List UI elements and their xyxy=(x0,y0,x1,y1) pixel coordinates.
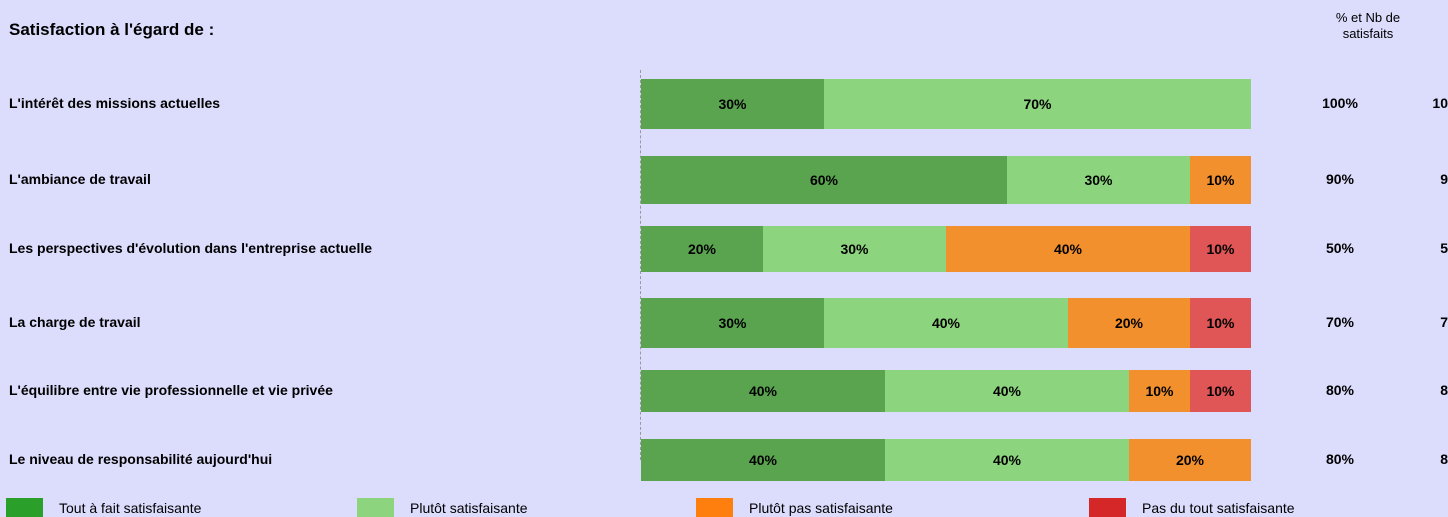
pct-satisfaits-value: 80% xyxy=(1325,382,1355,398)
legend-swatch-plutot-pas xyxy=(696,498,733,517)
bar-data-label: 40% xyxy=(749,452,778,468)
bar-segment-tout xyxy=(641,370,885,412)
bar-segment-pas-du-tout xyxy=(1190,298,1251,348)
bar-segment-pas-du-tout xyxy=(1190,226,1251,272)
bar-data-label: 20% xyxy=(1176,452,1205,468)
nb-satisfaits-value: 8 xyxy=(1440,382,1448,398)
bar-data-label: 60% xyxy=(810,172,839,188)
bar-segment-pas-du-tout xyxy=(1190,370,1251,412)
right-column-header: % et Nb de satisfaits xyxy=(1335,10,1401,41)
bar-segment-plutot xyxy=(763,226,946,272)
bar-segment-plutot-pas xyxy=(946,226,1190,272)
bar-data-label: 10% xyxy=(1206,241,1235,257)
nb-satisfaits-value: 5 xyxy=(1440,240,1448,256)
bar-data-label: 40% xyxy=(993,452,1022,468)
nb-satisfaits-value: 8 xyxy=(1440,451,1448,467)
bar-segment-plutot-pas xyxy=(1129,439,1251,481)
bar-segment-plutot xyxy=(885,439,1129,481)
legend-swatch-plutot xyxy=(357,498,394,517)
bar-segment-tout xyxy=(641,298,824,348)
pct-satisfaits-value: 90% xyxy=(1325,171,1355,187)
legend-label-pas-du-tout: Pas du tout satisfaisante xyxy=(1142,500,1295,516)
category-label: L'ambiance de travail xyxy=(9,171,151,187)
bar-segment-plutot xyxy=(824,298,1068,348)
bar-data-label: 10% xyxy=(1206,172,1235,188)
bar-segment-tout xyxy=(641,156,1007,204)
bar-segment-plutot-pas xyxy=(1190,156,1251,204)
bar-segment-tout xyxy=(641,226,763,272)
bar-data-label: 30% xyxy=(718,315,747,331)
pct-satisfaits-value: 80% xyxy=(1325,451,1355,467)
bar-data-label: 30% xyxy=(1084,172,1113,188)
bar-data-label: 10% xyxy=(1145,383,1174,399)
bar-data-label: 20% xyxy=(1115,315,1144,331)
bar-segment-tout xyxy=(641,79,824,129)
nb-satisfaits-value: 10 xyxy=(1432,95,1448,111)
pct-satisfaits-value: 50% xyxy=(1325,240,1355,256)
nb-satisfaits-value: 9 xyxy=(1440,171,1448,187)
bar-segment-plutot xyxy=(885,370,1129,412)
bar-data-label: 40% xyxy=(932,315,961,331)
category-label: L'intérêt des missions actuelles xyxy=(9,95,221,111)
bar-segment-plutot-pas xyxy=(1129,370,1190,412)
bar-data-label: 30% xyxy=(718,96,747,112)
bar-data-label: 40% xyxy=(993,383,1022,399)
category-label: La charge de travail xyxy=(9,314,141,330)
bar-data-label: 10% xyxy=(1206,383,1235,399)
bar-segment-plutot xyxy=(824,79,1251,129)
bar-data-label: 10% xyxy=(1206,315,1235,331)
legend-swatch-pas-du-tout xyxy=(1089,498,1126,517)
bar-data-label: 40% xyxy=(749,383,778,399)
bar-data-label: 70% xyxy=(1023,96,1052,112)
chart-title: Satisfaction à l'égard de : xyxy=(9,20,215,39)
bar-data-label: 30% xyxy=(840,241,869,257)
bar-data-label: 20% xyxy=(688,241,717,257)
bar-segment-tout xyxy=(641,439,885,481)
nb-satisfaits-value: 7 xyxy=(1440,314,1448,330)
bar-segment-plutot xyxy=(1007,156,1190,204)
bar-data-label: 40% xyxy=(1054,241,1083,257)
category-label: Les perspectives d'évolution dans l'entr… xyxy=(9,240,373,256)
legend-label-tout: Tout à fait satisfaisante xyxy=(59,500,202,516)
legend-label-plutot: Plutôt satisfaisante xyxy=(410,500,528,516)
category-label: Le niveau de responsabilité aujourd'hui xyxy=(9,451,273,467)
pct-satisfaits-value: 100% xyxy=(1322,95,1358,111)
category-label: L'équilibre entre vie professionnelle et… xyxy=(9,382,333,398)
bar-segment-plutot-pas xyxy=(1068,298,1190,348)
axis-line xyxy=(640,70,641,460)
pct-satisfaits-value: 70% xyxy=(1325,314,1355,330)
legend-label-plutot-pas: Plutôt pas satisfaisante xyxy=(749,500,893,516)
legend-swatch-tout xyxy=(6,498,43,517)
